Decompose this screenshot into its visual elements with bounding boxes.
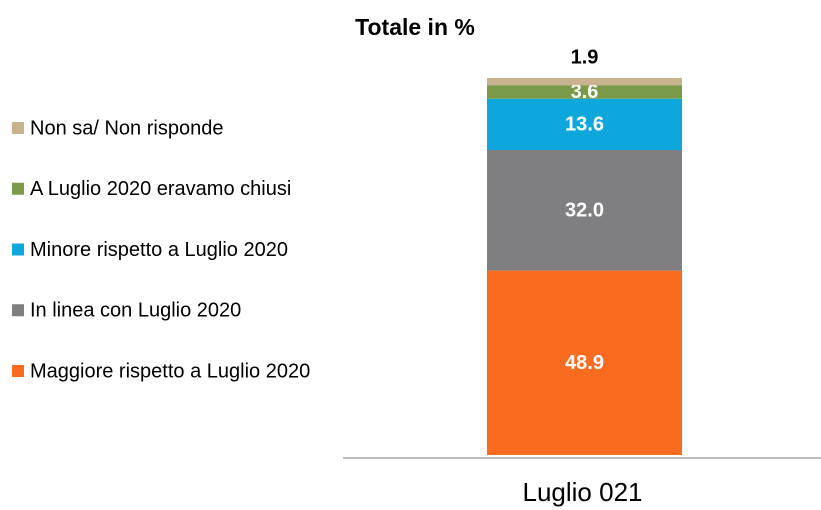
- bar-segment: [487, 98, 682, 151]
- legend-label: A Luglio 2020 eravamo chiusi: [30, 178, 291, 200]
- legend-label: In linea con Luglio 2020: [30, 300, 241, 322]
- bar-segment: [487, 150, 682, 271]
- legend-swatch: [12, 243, 24, 256]
- bar-segment: [487, 270, 682, 455]
- legend-swatch: [12, 304, 24, 317]
- data-label: 1.9: [571, 46, 599, 68]
- bar-segment: [487, 85, 682, 99]
- x-tick-label: Luglio 021: [523, 477, 643, 507]
- legend-swatch: [12, 122, 24, 134]
- data-label: 3.6: [571, 81, 599, 103]
- data-label: 48.9: [565, 352, 604, 374]
- chart-title: Totale in %: [355, 14, 475, 40]
- legend-swatch: [12, 365, 24, 377]
- legend-label: Non sa/ Non risponde: [30, 117, 223, 139]
- legend-label: Maggiore rispetto a Luglio 2020: [30, 360, 310, 382]
- legend-swatch: [12, 182, 24, 195]
- legend-label: Minore rispetto a Luglio 2020: [30, 239, 288, 261]
- data-label: 13.6: [565, 114, 604, 136]
- data-label: 32.0: [565, 200, 604, 222]
- bar-segment: [487, 78, 682, 86]
